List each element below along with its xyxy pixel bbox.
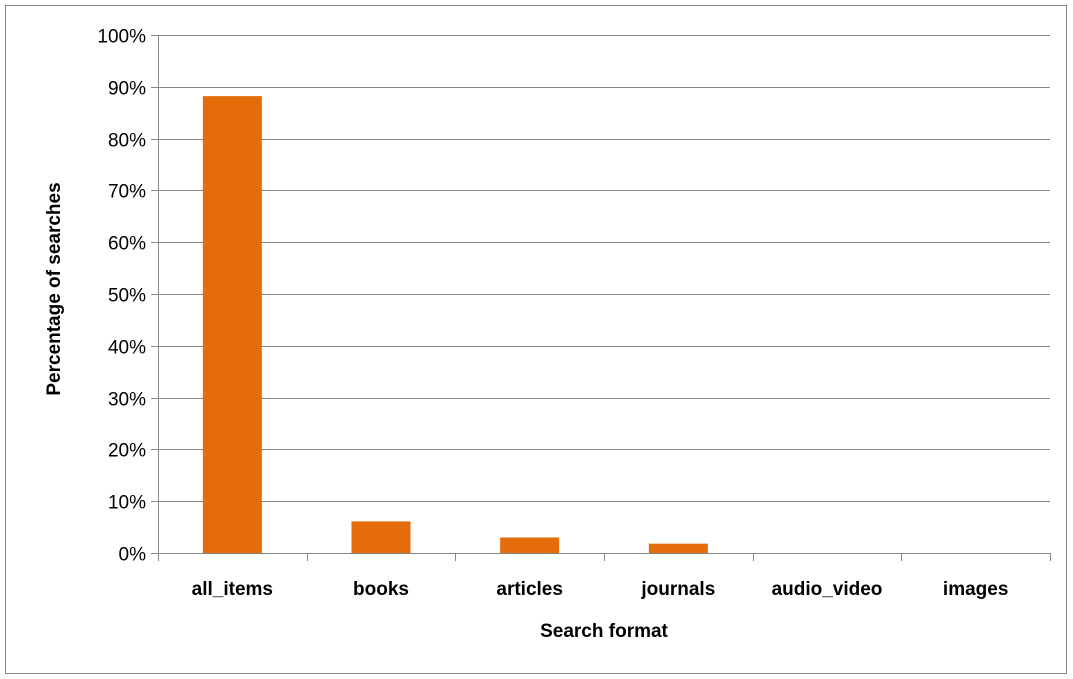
y-tick-label: 80% (108, 131, 146, 152)
x-tick-label: articles (496, 579, 563, 600)
x-tick-label: images (943, 579, 1008, 600)
x-tick-label: journals (640, 579, 715, 600)
y-tick-label: 90% (108, 79, 146, 100)
y-tick-label: 40% (108, 338, 146, 359)
y-tick-label: 60% (108, 234, 146, 255)
y-tick-label: 100% (97, 27, 146, 48)
bar-journals (648, 543, 708, 553)
y-tick-label: 10% (108, 493, 146, 514)
x-tick-label: books (353, 579, 409, 600)
bar-books (351, 521, 411, 553)
tick-labels: 0% 10% 20% 30% 40% 50% 60% 70% 80% 90% 100% all_ite… (97, 27, 1008, 601)
axes (151, 35, 1051, 561)
bar-all_items (202, 96, 262, 554)
y-tick-label: 20% (108, 441, 146, 462)
x-tick-label: all_items (192, 579, 273, 600)
bar-articles (500, 537, 560, 553)
x-axis-title: Search format (540, 621, 668, 642)
y-axis-title: Percentage of searches (44, 182, 65, 395)
chart-frame (5, 5, 1067, 674)
y-tick-label: 50% (108, 286, 146, 307)
bars (202, 96, 708, 554)
gridlines (158, 35, 1050, 502)
x-tick-label: audio_video (772, 579, 883, 600)
y-tick-label: 70% (108, 182, 146, 203)
y-tick-label: 0% (119, 545, 147, 566)
y-tick-label: 30% (108, 390, 146, 411)
